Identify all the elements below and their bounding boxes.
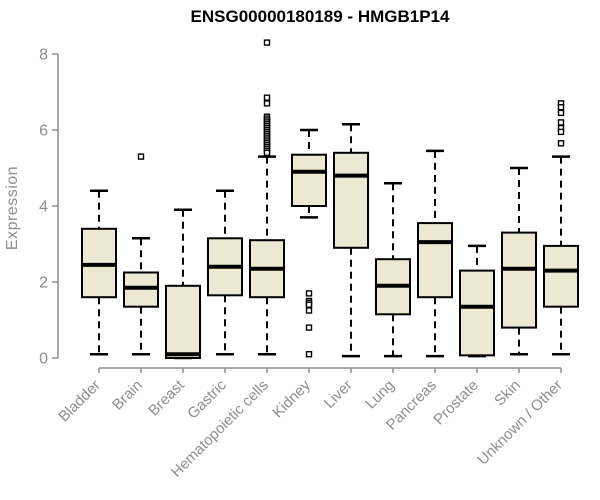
boxplot-unknown-other [543, 100, 579, 356]
boxplot-gastric [207, 189, 243, 356]
iqr-box [291, 153, 327, 207]
y-tick-label: 6 [39, 123, 48, 140]
x-category-label: Breast [145, 376, 188, 419]
iqr-box [459, 269, 495, 357]
outlier-point [137, 153, 145, 160]
y-tick-label: 2 [39, 275, 48, 292]
y-tick-label: 4 [39, 199, 48, 216]
boxplot-liver [333, 123, 369, 358]
boxes-group [81, 39, 579, 360]
x-category-label: Prostate [430, 377, 482, 429]
x-category-label: Brain [109, 377, 146, 414]
x-category-label: Bladder [55, 377, 104, 426]
y-tick-label: 0 [39, 351, 48, 368]
outlier-point [305, 324, 313, 331]
iqr-box [333, 151, 369, 249]
boxplot-brain [123, 153, 159, 356]
x-category-label: Skin [491, 377, 524, 410]
outlier-point [557, 119, 565, 126]
boxplot-hematopoietic-cells [249, 39, 285, 356]
iqr-box [501, 231, 537, 329]
boxplot-skin [501, 166, 537, 356]
iqr-box [165, 284, 201, 359]
outlier-point [305, 290, 313, 297]
outlier-point [263, 149, 271, 157]
outlier-point [305, 301, 313, 308]
x-category-label: Lung [362, 377, 398, 413]
boxplot-lung [375, 181, 411, 358]
x-category-label: Kidney [269, 376, 314, 421]
boxplot-pancreas [417, 149, 453, 358]
y-axis: 0 2 4 6 8 [39, 47, 59, 368]
x-category-label: Liver [321, 377, 356, 412]
boxplot-bladder [81, 189, 117, 356]
boxplot-prostate [459, 244, 495, 358]
boxplot-kidney [291, 128, 327, 358]
outlier-point [557, 140, 565, 147]
boxplot-breast [165, 208, 201, 360]
outlier-point [305, 307, 313, 314]
outlier-point [305, 351, 313, 358]
outlier-point [263, 94, 271, 101]
iqr-box [417, 222, 453, 299]
outlier-point [263, 39, 271, 46]
y-axis-label: Expression [4, 166, 21, 250]
y-tick-label: 8 [39, 47, 48, 64]
chart-title: ENSG00000180189 - HMGB1P14 [191, 7, 450, 26]
outlier-point [557, 128, 565, 136]
iqr-box [543, 244, 579, 308]
outlier-point [557, 103, 565, 111]
outlier-point [557, 109, 565, 117]
outlier-point [263, 100, 271, 107]
